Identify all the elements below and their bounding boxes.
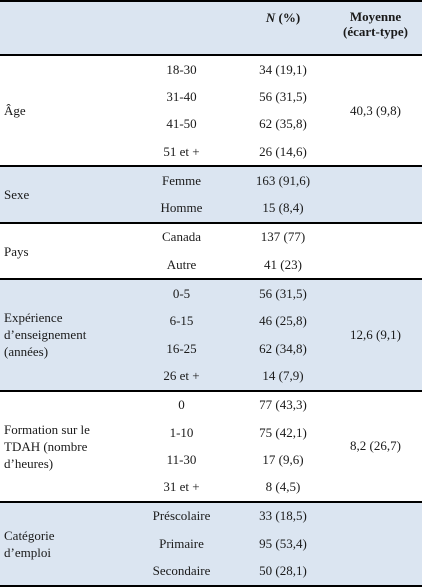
category-cell: Secondaire: [126, 557, 237, 586]
variable-label: Catégorie d’emploi: [0, 501, 126, 586]
n-percent-cell: 56 (31,5): [237, 279, 329, 308]
category-cell: Canada: [126, 222, 237, 252]
table-group: Sexe Femme 163 (91,6) Homme 15 (8,4): [0, 166, 422, 223]
header-n-rest: (%): [275, 10, 301, 25]
category-cell: 31-40: [126, 83, 237, 111]
header-mean-sd: Moyenne (écart-type): [329, 0, 422, 56]
table-group: Expérience d’enseignement (années) 0-5 56 (3…: [0, 279, 422, 391]
table-header: N (%) Moyenne (écart-type): [0, 0, 422, 56]
n-percent-cell: 33 (18,5): [237, 501, 329, 531]
header-category-empty: [126, 0, 237, 56]
variable-label-line: Pays: [4, 243, 29, 259]
variable-label-line: Formation sur le: [4, 421, 90, 437]
n-percent-cell: 26 (14,6): [237, 137, 329, 167]
n-percent-cell: 77 (43,3): [237, 390, 329, 419]
table-row: 6-15 46 (25,8): [0, 307, 422, 335]
category-cell: 6-15: [126, 307, 237, 335]
header-row: N (%) Moyenne (écart-type): [0, 0, 422, 56]
table-row: Pays Canada 137 (77): [0, 222, 422, 280]
n-percent-cell: 75 (42,1): [237, 418, 329, 447]
n-percent-cell: 56 (31,5): [237, 83, 329, 111]
n-percent-cell: 8 (4,5): [237, 473, 329, 502]
variable-label-line: Catégorie: [4, 527, 55, 543]
category-cell: 31 et +: [126, 473, 237, 502]
category-cell: 18-30: [126, 55, 237, 84]
variable-label-line: d’heures): [4, 455, 54, 471]
table-row: 1-10 75 (42,1): [0, 418, 422, 447]
variable-label: Formation sur le TDAH (nombre d’heures): [0, 390, 126, 502]
table-group: Pays Canada 137 (77) Autre 41 (23): [0, 222, 422, 280]
header-n-italic: N: [265, 10, 276, 25]
category-cell: 41-50: [126, 110, 237, 138]
table-group: Catégorie d’emploi Préscolaire 33 (18,5) Pri…: [0, 501, 422, 586]
category-cell: 1-10: [126, 418, 237, 447]
mean-sd-cell: 40,3 (9,8): [329, 55, 422, 167]
table-row: Primaire 95 (53,4): [0, 530, 422, 558]
table-row: Formation sur le TDAH (nombre d’heures) 0 77…: [0, 390, 422, 502]
mean-sd-cell: [329, 166, 422, 223]
table-row: Âge 18-30 34 (19,1) 40,3 (9,8): [0, 55, 422, 167]
variable-label-line: Sexe: [4, 186, 30, 202]
variable-label: Âge: [0, 55, 126, 167]
table-row: Homme 15 (8,4): [0, 194, 422, 223]
n-percent-cell: 62 (34,8): [237, 334, 329, 363]
header-n-percent: N (%): [237, 0, 329, 56]
category-cell: 51 et +: [126, 137, 237, 167]
variable-label-line: d’enseignement: [4, 327, 87, 343]
n-percent-cell: 163 (91,6): [237, 166, 329, 195]
table-row: 11-30 17 (9,6): [0, 446, 422, 474]
table-row: Autre 41 (23): [0, 251, 422, 280]
variable-label: Pays: [0, 222, 126, 280]
header-mean-line2: (écart-type): [343, 24, 408, 39]
table-row: 41-50 62 (35,8): [0, 110, 422, 138]
table-row: 26 et +14 (7,9): [0, 362, 422, 391]
table-row: Catégorie d’emploi Préscolaire 33 (18,5): [0, 501, 422, 586]
n-percent-cell: 62 (35,8): [237, 110, 329, 138]
mean-sd-cell: [329, 501, 422, 586]
n-percent-cell: 34 (19,1): [237, 55, 329, 84]
n-percent-cell: 14 (7,9): [237, 362, 329, 391]
header-variable-empty: [0, 0, 126, 56]
variable-label-line: Expérience: [4, 310, 63, 326]
table-group: Âge 18-30 34 (19,1) 40,3 (9,8) 31-40 56 (31,5…: [0, 55, 422, 167]
n-percent-cell: 15 (8,4): [237, 194, 329, 223]
n-percent-cell: 17 (9,6): [237, 446, 329, 474]
variable-label: Sexe: [0, 166, 126, 223]
n-percent-cell: 137 (77): [237, 222, 329, 252]
variable-label-line: Âge: [4, 103, 26, 119]
mean-sd-cell: 8,2 (26,7): [329, 390, 422, 502]
variable-label-line: d’emploi: [4, 544, 51, 560]
table-row: Sexe Femme 163 (91,6): [0, 166, 422, 223]
category-cell: 26 et +: [126, 362, 237, 391]
category-cell: Autre: [126, 251, 237, 280]
category-cell: Primaire: [126, 530, 237, 558]
variable-label-line: (années): [4, 344, 49, 360]
variable-label: Expérience d’enseignement (années): [0, 279, 126, 391]
n-percent-cell: 95 (53,4): [237, 530, 329, 558]
category-cell: Femme: [126, 166, 237, 195]
category-cell: Homme: [126, 194, 237, 223]
header-mean-line1: Moyenne: [349, 9, 402, 24]
n-percent-cell: 46 (25,8): [237, 307, 329, 335]
mean-sd-cell: 12,6 (9,1): [329, 279, 422, 391]
category-cell: Préscolaire: [126, 501, 237, 531]
table-row: 16-25 62 (34,8): [0, 334, 422, 363]
variable-label-line: TDAH (nombre: [4, 438, 88, 454]
category-cell: 16-25: [126, 334, 237, 363]
table-row: Expérience d’enseignement (années) 0-5 56 (3…: [0, 279, 422, 391]
category-cell: 11-30: [126, 446, 237, 474]
mean-sd-cell: [329, 222, 422, 280]
n-percent-cell: 41 (23): [237, 251, 329, 280]
table-row: 51 et +26 (14,6): [0, 137, 422, 167]
n-percent-cell: 50 (28,1): [237, 557, 329, 586]
category-cell: 0-5: [126, 279, 237, 308]
category-cell: 0: [126, 390, 237, 419]
table-group: Formation sur le TDAH (nombre d’heures) 0 77…: [0, 390, 422, 502]
table-row: 31-40 56 (31,5): [0, 83, 422, 111]
table-row: 31 et +8 (4,5): [0, 473, 422, 502]
